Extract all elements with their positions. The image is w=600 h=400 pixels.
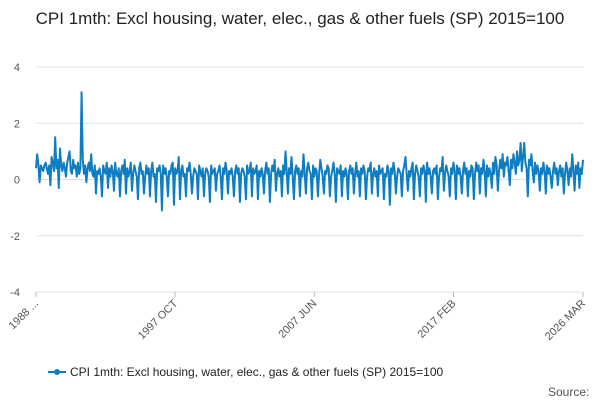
legend-label: CPI 1mth: Excl housing, water, elec., ga… (70, 365, 444, 379)
y-tick-label: -4 (10, 287, 20, 299)
x-tick-label: 2017 FEB (415, 298, 458, 341)
y-tick-label: 0 (14, 175, 20, 187)
data-line (35, 91, 584, 212)
x-tick-label: 2007 JUN (276, 298, 319, 341)
x-tick-label: 1988 ... (7, 298, 41, 332)
x-tick-label: 1997 OCT (136, 297, 181, 342)
source-note: Source: (548, 385, 589, 399)
y-tick-label: 2 (14, 118, 20, 130)
x-tick-label: 2026 MAR (543, 298, 588, 343)
y-tick-label: -2 (10, 231, 20, 243)
chart-title: CPI 1mth: Excl housing, water, elec., ga… (35, 9, 565, 28)
legend-marker (54, 369, 60, 375)
y-tick-label: 4 (14, 62, 20, 74)
